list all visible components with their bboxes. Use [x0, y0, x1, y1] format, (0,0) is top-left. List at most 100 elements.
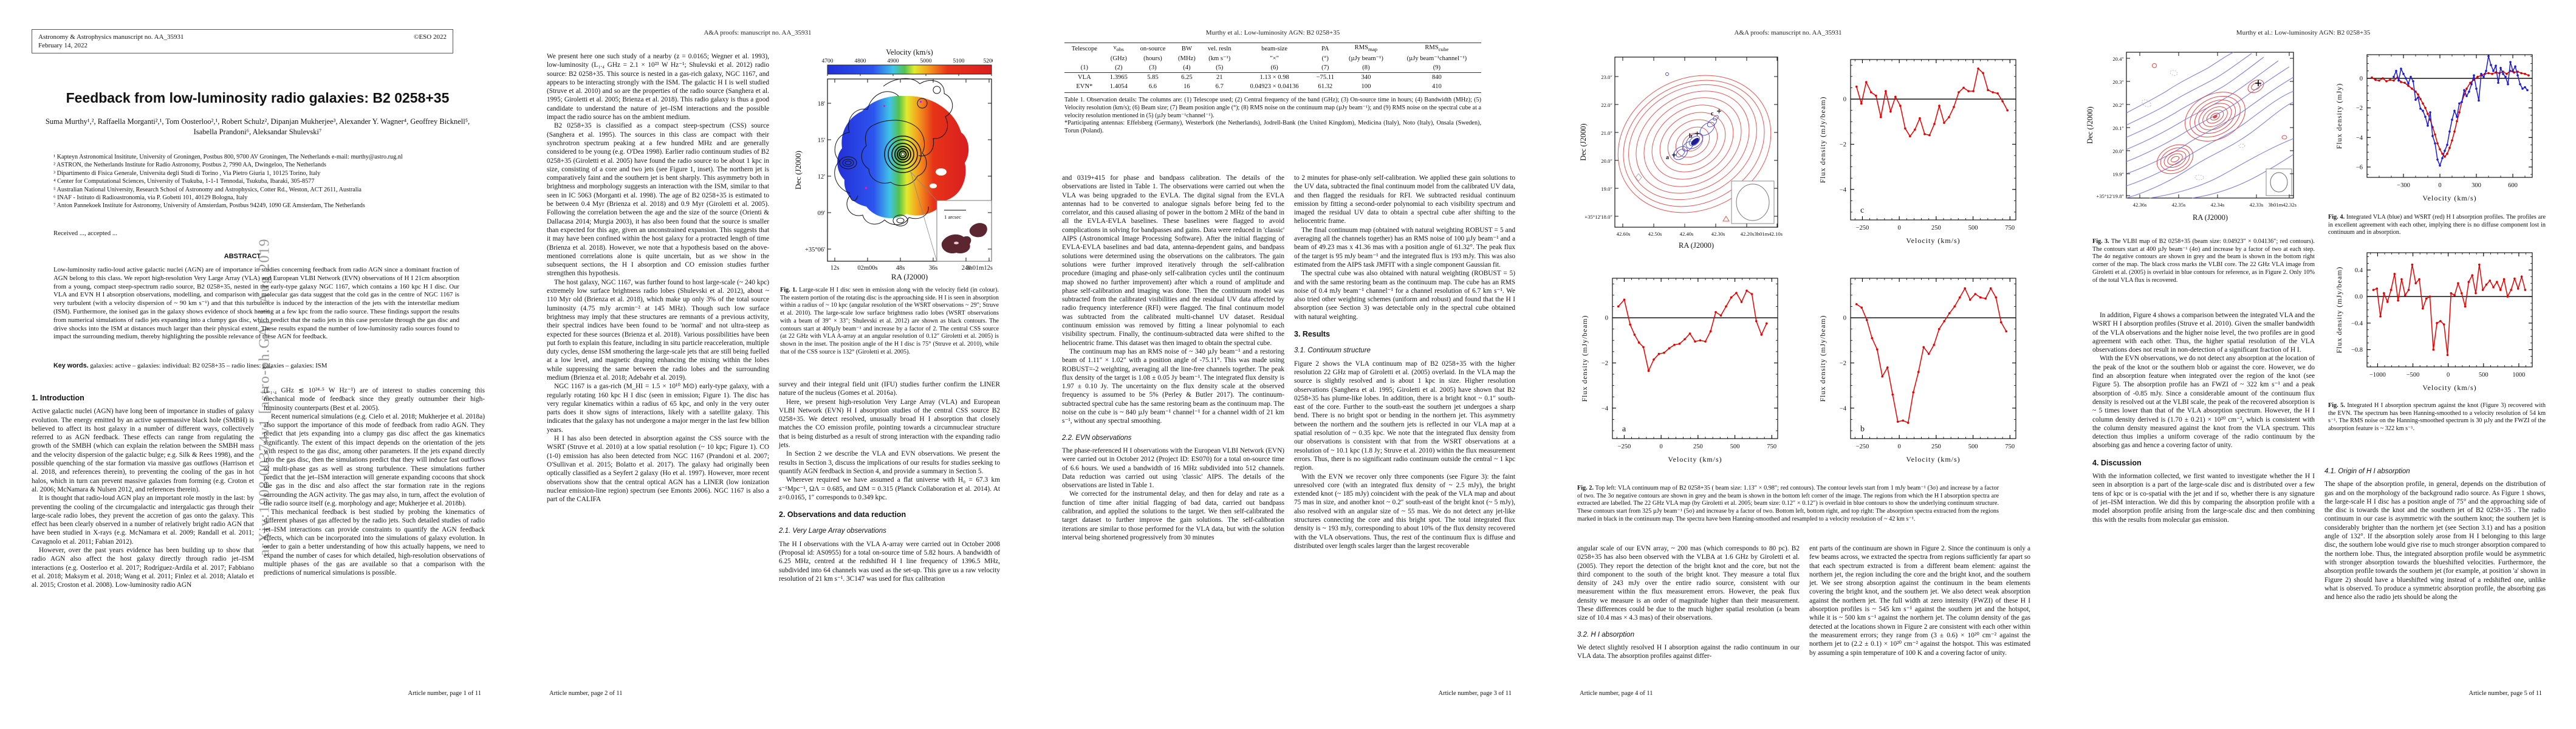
col-number: (4): [1173, 63, 1201, 74]
ra-axis-label: RA (J2000): [891, 272, 928, 281]
paragraph: Active galactic nuclei (AGN) have long b…: [32, 408, 254, 493]
css-source-contours: [884, 135, 922, 173]
eso-copyright: ©ESO 2022: [414, 33, 447, 41]
svg-text:500: 500: [1968, 225, 1978, 231]
ra-tick-label: 24s: [962, 265, 971, 272]
col-number: (1): [1064, 63, 1105, 74]
svg-text:−4: −4: [1840, 405, 1847, 412]
svg-text:750: 750: [2005, 443, 2015, 450]
ra-tick-label: 36s: [929, 265, 938, 272]
col-header: νobs: [1113, 44, 1124, 53]
fig1-caption-text: Large-scale H I disc seen in emission al…: [780, 287, 999, 355]
running-head: A&A proofs: manuscript no. AA_35931: [1734, 29, 1842, 36]
affiliation-item: ⁵ Australian National University, Resear…: [53, 186, 361, 193]
paragraph: Wherever required we have assumed a flat…: [779, 476, 1000, 501]
affiliation-item: ¹ Kapteyn Astronomical Insititute, Unive…: [53, 154, 403, 160]
col-unit: ″×″: [1270, 55, 1279, 63]
fig3-caption: Fig. 3. The VLBI map of B2 0258+35 (beam…: [2092, 238, 2315, 284]
svg-text:b: b: [1860, 425, 1865, 434]
col-number: (8): [1340, 63, 1392, 74]
paragraph: The H I observations with the VLA A-arra…: [779, 540, 1000, 583]
svg-text:300: 300: [2472, 182, 2481, 189]
ra-tick-label: 3h01m42.32s: [2268, 202, 2297, 208]
colorbar-tick: 5100: [953, 58, 965, 64]
ra-tick-label: 42.50s: [1648, 231, 1662, 237]
ra-tick-label: 12s: [831, 265, 840, 272]
table-row-evn: EVN* 1.4054 6.6 16 6.7 0.04923 × 0.04136…: [1064, 82, 1481, 94]
fig3-vlbi-map: 20.4″ 20.3″ 20.2″ 20.1″ 20.0″ 19.9″ +35°…: [2086, 52, 2297, 222]
ra-ticks: [1622, 57, 1778, 227]
dec-ticks: [2126, 58, 2293, 196]
abstract-label: ABSTRACT: [224, 253, 261, 260]
col-unit: (µJy beam⁻¹): [1348, 55, 1383, 63]
p5-right-column: 4.1. Origin of H I absorption The shape …: [2324, 459, 2546, 601]
fig4-caption: Fig. 4. Integrated VLA (blue) and WSRT (…: [2328, 214, 2546, 237]
dec-axis-label: Dec (J2000): [1579, 123, 1588, 160]
paragraph: The final continuum map (obtained with n…: [1294, 226, 1515, 269]
svg-text:−2: −2: [1601, 360, 1608, 367]
colorbar-tick: 4700: [822, 58, 834, 64]
keywords-text: galaxies: active – galaxies: individual:…: [90, 362, 327, 369]
section-4-1-heading: 4.1. Origin of H I absorption: [2324, 468, 2410, 475]
paragraph: The shape of the absorption profile, in …: [2324, 481, 2546, 601]
radio-lobe-contours: [834, 78, 953, 225]
svg-text:1000: 1000: [2512, 372, 2525, 378]
affiliation-item: ⁶ INAF - Istituto di Radioastronomia, vi…: [53, 194, 248, 202]
dec-ticks: [1615, 76, 1778, 217]
fig1-caption-label: Fig. 1.: [780, 287, 797, 293]
svg-text:−4: −4: [1601, 405, 1609, 412]
col-header: on-source: [1140, 45, 1166, 52]
dec-tick-label: 18': [818, 101, 826, 108]
region-label-a: a: [1666, 154, 1669, 161]
cell: 840: [1431, 74, 1442, 81]
dec-tick-label: 20.0″: [1601, 158, 1612, 164]
dec-tick-label: 20.4″: [2112, 56, 2124, 62]
running-head: Murthy et al.: Low-luminosity AGN: B2 02…: [2236, 29, 2371, 36]
paper-title: Feedback from low-luminosity radio galax…: [66, 90, 450, 106]
affiliation-item: ³ Dipartimento di Fisica Generale, Unive…: [53, 169, 321, 177]
svg-text:−2: −2: [1840, 142, 1846, 148]
manuscript-date: February 14, 2022: [38, 42, 87, 49]
paragraph: NGC 1167 is a gas-rich (M_HI = 1.5 × 10¹…: [547, 383, 769, 434]
dec-tick-label: 20.3″: [2112, 79, 2124, 85]
page-2: A&A proofs: manuscript no. AA_35931 We p…: [515, 0, 1030, 729]
fig3-caption-text: The VLBI map of B2 0258+35 (beam size: 0…: [2092, 238, 2315, 284]
svg-text:0: 0: [2360, 75, 2363, 82]
col-header: PA: [1321, 45, 1329, 52]
paragraph: Figure 2 shows the VLA continuum map of …: [1294, 360, 1515, 472]
col-unit: [1064, 54, 1105, 63]
section-3-1-heading: 3.1. Continuum structure: [1294, 347, 1371, 355]
paragraph: The spectral cube was also obtained with…: [1294, 270, 1515, 321]
svg-text:Flux density (mJy/beam): Flux density (mJy/beam): [1818, 97, 1827, 183]
dec-tick-label: 19.9″: [2112, 171, 2124, 177]
svg-text:250: 250: [1931, 225, 1941, 231]
svg-text:Velocity (km/s): Velocity (km/s): [2422, 194, 2476, 202]
p1-left-column: 1. Introduction Active galactic nuclei (…: [32, 385, 254, 590]
dec-tick-label: 22.0″: [1601, 102, 1612, 108]
p1-right-column: (L₁.₄ GHz ≲ 10²⁴·⁵ W Hz⁻¹) are of intere…: [264, 386, 485, 578]
svg-text:750: 750: [1767, 443, 1776, 450]
table-1: Telescope νobs on-source BW vel. resln b…: [1064, 43, 1481, 135]
col-number: (2): [1104, 63, 1133, 74]
paragraph: Here, we present high-resolution Very La…: [779, 398, 1000, 450]
cell: 61.32: [1310, 82, 1340, 94]
affiliation-item: ⁷ Anton Pannekoek Institute for Astronom…: [53, 202, 365, 210]
abstract-text: Low-luminosity radio-loud active galacti…: [53, 266, 459, 341]
colorbar-tick: 4900: [888, 58, 899, 64]
paragraph: We corrected for the instrumental delay,…: [1062, 490, 1284, 541]
p5-left-column: In addition, Figure 4 shows a comparison…: [2092, 311, 2315, 524]
fig1-colorbar-title: Velocity (km/s): [886, 48, 933, 56]
page-footer: Article number, page 2 of 11: [549, 690, 623, 697]
col-header: RMScube: [1425, 44, 1449, 53]
beam-inset: [2266, 168, 2292, 196]
secondary-contours: [839, 156, 908, 227]
paragraph: It is thought that radio-loud AGN play a…: [32, 495, 254, 546]
dec-axis-label: Dec (J2000): [793, 151, 803, 190]
ra-tick-label: 42.60s: [1617, 231, 1631, 237]
cell: VLA: [1077, 74, 1091, 81]
ra-tick-label: 42.33s: [2250, 202, 2264, 208]
dec-tick-label: +35°06': [805, 247, 825, 253]
dec-tick-label: 20.2″: [2112, 102, 2124, 108]
paragraph: survey and their integral field unit (IF…: [779, 381, 1000, 397]
col-number: (5): [1201, 63, 1238, 74]
